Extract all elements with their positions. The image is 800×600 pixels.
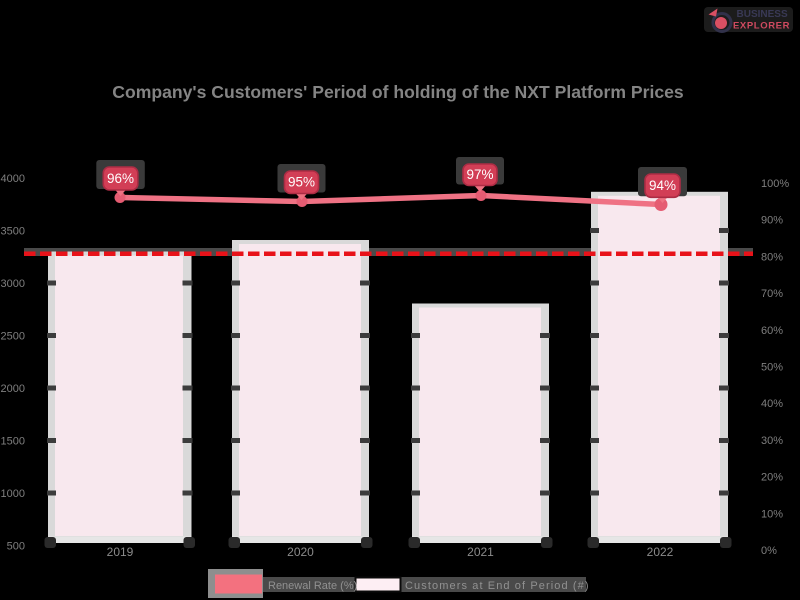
svg-text:0%: 0% xyxy=(761,545,777,557)
svg-text:96%: 96% xyxy=(107,171,134,186)
svg-text:2021: 2021 xyxy=(467,545,494,559)
svg-text:2500: 2500 xyxy=(1,331,25,343)
svg-text:1000: 1000 xyxy=(1,488,25,500)
svg-text:10%: 10% xyxy=(761,508,783,520)
svg-text:90%: 90% xyxy=(761,215,783,227)
svg-text:80%: 80% xyxy=(761,251,783,263)
svg-text:3000: 3000 xyxy=(1,278,25,290)
svg-text:20%: 20% xyxy=(761,472,783,484)
svg-text:EXPLORER: EXPLORER xyxy=(733,20,790,31)
svg-text:4000: 4000 xyxy=(1,173,25,185)
svg-text:3500: 3500 xyxy=(1,226,25,238)
svg-text:2020: 2020 xyxy=(287,545,314,559)
svg-text:60%: 60% xyxy=(761,325,783,337)
svg-text:40%: 40% xyxy=(761,398,783,410)
svg-text:1500: 1500 xyxy=(1,436,25,448)
svg-text:97%: 97% xyxy=(466,167,493,182)
svg-text:50%: 50% xyxy=(761,362,783,374)
svg-text:500: 500 xyxy=(7,541,25,553)
svg-text:BUSINESS: BUSINESS xyxy=(737,9,788,20)
svg-text:30%: 30% xyxy=(761,435,783,447)
svg-text:70%: 70% xyxy=(761,288,783,300)
svg-text:2019: 2019 xyxy=(107,545,134,559)
svg-text:95%: 95% xyxy=(288,175,315,190)
svg-text:Company's Customers' Period of: Company's Customers' Period of holding o… xyxy=(112,82,684,102)
svg-text:100%: 100% xyxy=(761,178,789,190)
svg-text:Renewal Rate (%): Renewal Rate (%) xyxy=(268,580,357,592)
svg-text:Customers at End of Period (#): Customers at End of Period (#) xyxy=(405,580,590,592)
svg-text:2000: 2000 xyxy=(1,383,25,395)
svg-text:2022: 2022 xyxy=(647,545,674,559)
svg-text:94%: 94% xyxy=(649,178,676,193)
